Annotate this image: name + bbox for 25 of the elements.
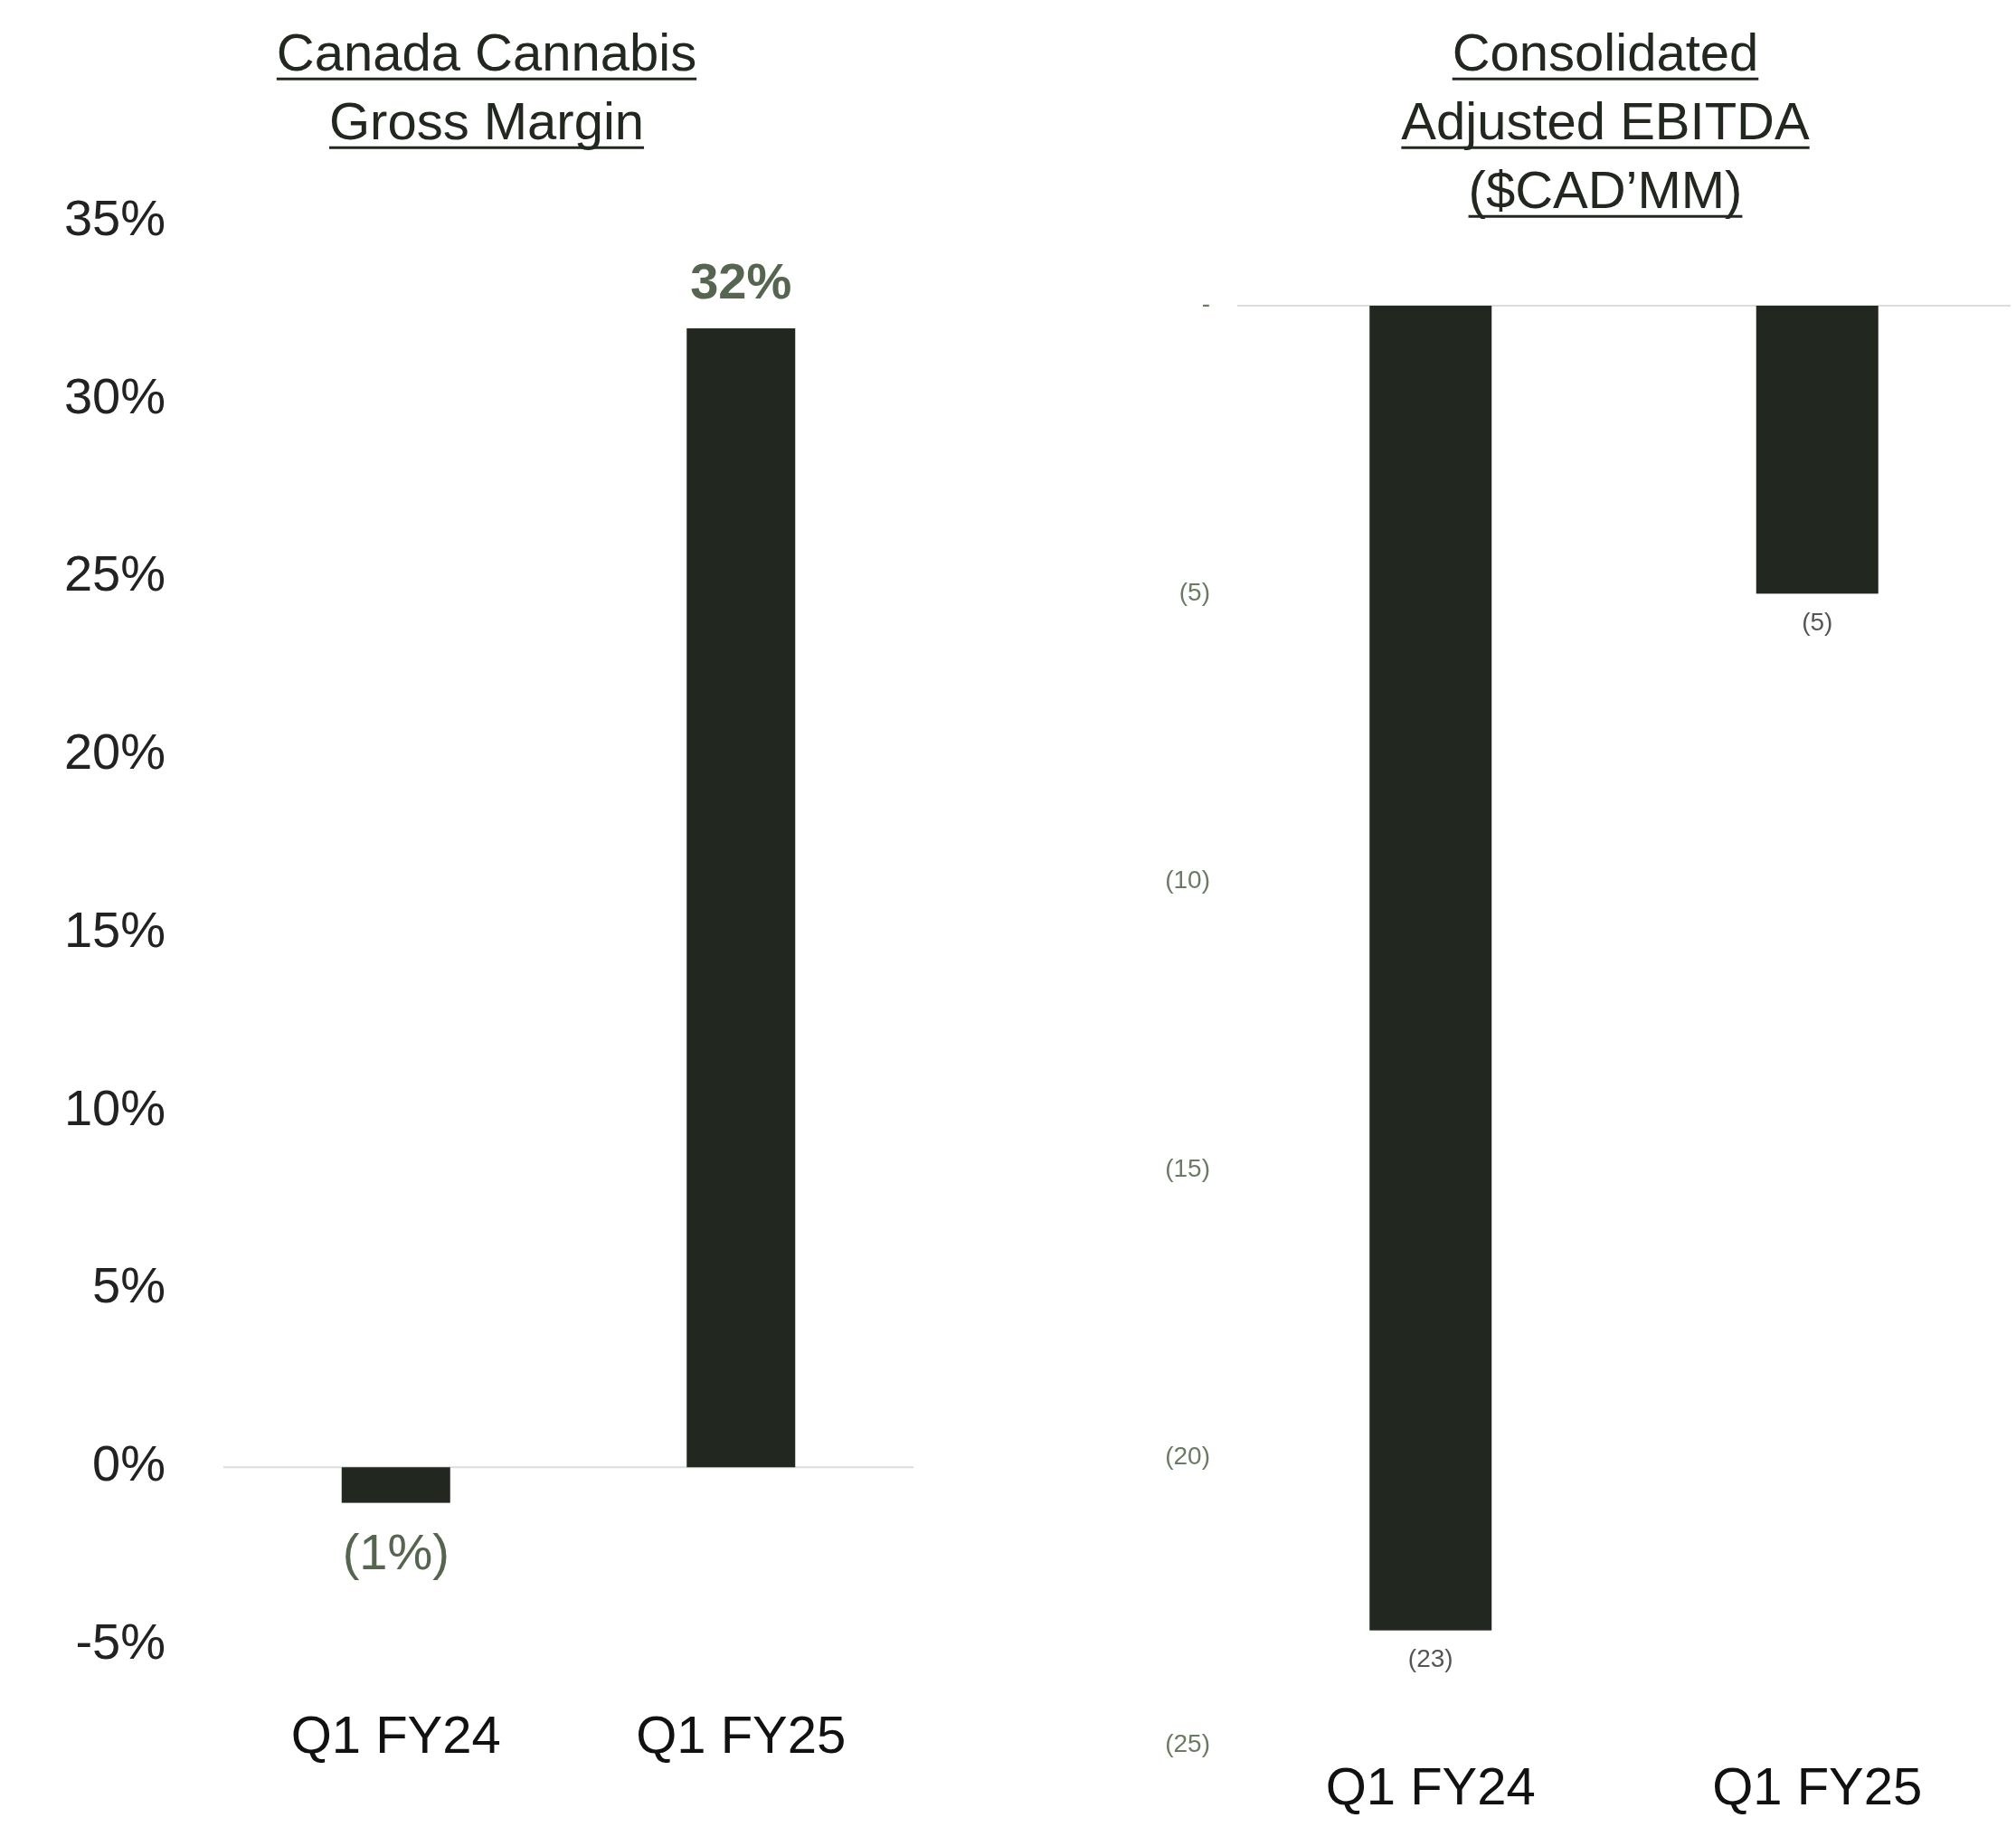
- y-tick-label: (5): [1178, 577, 1210, 606]
- y-tick-label: (15): [1165, 1153, 1210, 1182]
- data-label: (23): [1407, 1644, 1453, 1673]
- x-tick-label: Q1 FY25: [636, 1705, 847, 1765]
- y-tick-label: 10%: [63, 1078, 166, 1136]
- data-label: (5): [1802, 607, 1833, 636]
- data-label: (1%): [342, 1522, 450, 1580]
- y-tick-label: 30%: [63, 366, 166, 424]
- x-tick-label: Q1 FY24: [290, 1705, 501, 1765]
- y-tick-label: -5%: [75, 1612, 166, 1670]
- y-tick-label: 20%: [63, 723, 166, 781]
- data-label: 32%: [690, 251, 792, 309]
- y-tick-label: 5%: [92, 1256, 166, 1314]
- chart-title: Consolidated Adjusted EBITDA ($CAD’MM): [1401, 23, 1810, 220]
- y-tick-label: 25%: [63, 544, 166, 602]
- y-tick-label: (25): [1165, 1729, 1210, 1758]
- y-tick-label: (10): [1165, 866, 1210, 895]
- y-tick-label: 15%: [63, 900, 166, 958]
- chart-title: Canada Cannabis Gross Margin: [276, 23, 697, 151]
- x-tick-label: Q1 FY25: [1712, 1756, 1923, 1816]
- y-tick-label: 0%: [92, 1434, 166, 1492]
- y-tick-label: -: [1201, 289, 1210, 318]
- x-tick-label: Q1 FY24: [1325, 1756, 1536, 1816]
- y-tick-label: (20): [1165, 1441, 1210, 1470]
- y-tick-label: 35%: [63, 188, 166, 246]
